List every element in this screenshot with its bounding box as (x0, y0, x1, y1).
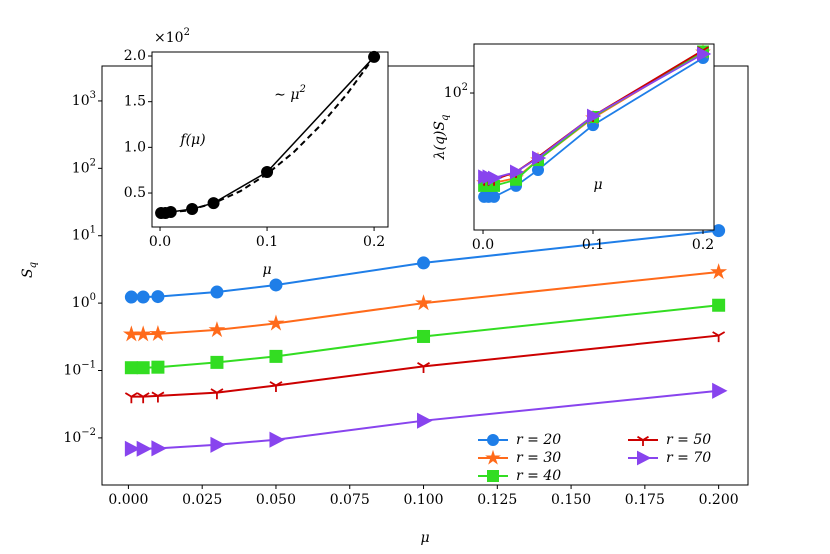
marker (124, 290, 138, 304)
marker (261, 166, 274, 179)
marker (712, 331, 726, 343)
marker (210, 285, 224, 299)
y-tick-label: 1.5 (124, 94, 146, 110)
x-tick-label: 0.125 (477, 492, 517, 508)
y-axis-label: Sq (20, 262, 39, 278)
marker (488, 170, 503, 186)
marker (487, 470, 499, 482)
marker (269, 349, 283, 363)
x-tick-label: 0.1 (256, 234, 278, 250)
axes-frame (473, 43, 715, 231)
marker (417, 329, 431, 343)
marker (149, 324, 167, 342)
legend-label: r = 30 (516, 450, 561, 466)
legend-label: r = 50 (666, 432, 711, 448)
marker (151, 391, 165, 403)
y-tick-label: 2.0 (124, 48, 146, 64)
x-tick-label: 0.050 (256, 492, 296, 508)
y-tick-label: 0.5 (124, 185, 146, 201)
marker (151, 290, 165, 304)
marker (267, 314, 285, 331)
marker (415, 294, 432, 311)
x-tick-label: 0.1 (582, 237, 604, 253)
marker (151, 440, 167, 457)
x-tick-label: 0.2 (363, 234, 385, 250)
marker (697, 46, 712, 62)
y-tick-label: 103 (72, 90, 96, 109)
x-tick-label: 0.000 (108, 492, 148, 508)
marker (269, 431, 285, 448)
x-axis-label: μ (593, 177, 602, 193)
x-axis-label: μ (262, 262, 271, 278)
legend-label: r = 40 (516, 468, 561, 484)
y-tick-label: 101 (72, 225, 96, 244)
marker (712, 298, 726, 312)
legend-label: r = 20 (516, 432, 561, 448)
marker (210, 388, 224, 400)
y-tick-label: 102 (72, 157, 96, 176)
marker (712, 224, 726, 238)
marker (417, 362, 430, 374)
y-tick-label: 10−2 (63, 427, 96, 446)
marker (136, 440, 153, 457)
y-axis-label: λ(q)Sq (432, 115, 451, 161)
marker (269, 278, 283, 292)
marker (532, 163, 545, 176)
x-tick-label: 0.2 (692, 237, 714, 253)
marker (164, 206, 177, 219)
legend-label: r = 70 (666, 450, 711, 466)
marker (207, 197, 220, 210)
y-axis-label: f(μ) (179, 132, 205, 148)
marker (487, 434, 499, 446)
marker (510, 164, 525, 180)
marker (485, 449, 501, 465)
marker (210, 355, 224, 369)
marker (136, 361, 150, 375)
y-tick-label: 10−1 (63, 360, 96, 379)
marker (151, 360, 165, 374)
offset-text: ×102 (154, 27, 190, 46)
marker (269, 381, 283, 393)
marker (124, 361, 138, 375)
x-tick-label: 0.150 (551, 492, 591, 508)
marker (417, 256, 431, 270)
axes-frame (151, 51, 389, 228)
y-tick-label: 100 (72, 292, 96, 311)
marker (210, 436, 226, 453)
marker (637, 435, 649, 447)
marker (710, 263, 728, 280)
marker (712, 382, 728, 399)
marker (488, 190, 501, 203)
marker (208, 321, 226, 338)
marker (124, 392, 138, 404)
marker (368, 50, 381, 63)
y-tick-label: 102 (444, 82, 468, 101)
annotation: ∼ μ2 (274, 84, 306, 103)
marker (134, 325, 152, 342)
x-tick-label: 0.0 (472, 237, 494, 253)
y-tick-label: 1.0 (124, 139, 146, 155)
marker (124, 440, 141, 457)
marker (136, 290, 150, 304)
x-tick-label: 0.075 (330, 492, 370, 508)
x-axis-label: μ (420, 530, 429, 546)
x-tick-label: 0.025 (182, 492, 222, 508)
marker (637, 450, 652, 466)
marker (532, 150, 547, 166)
x-tick-label: 0.100 (403, 492, 443, 508)
marker (136, 392, 150, 404)
x-tick-label: 0.0 (149, 234, 171, 250)
marker (587, 108, 602, 124)
x-tick-label: 0.200 (699, 492, 739, 508)
x-tick-label: 0.175 (625, 492, 665, 508)
marker (417, 412, 433, 429)
marker (186, 203, 199, 216)
